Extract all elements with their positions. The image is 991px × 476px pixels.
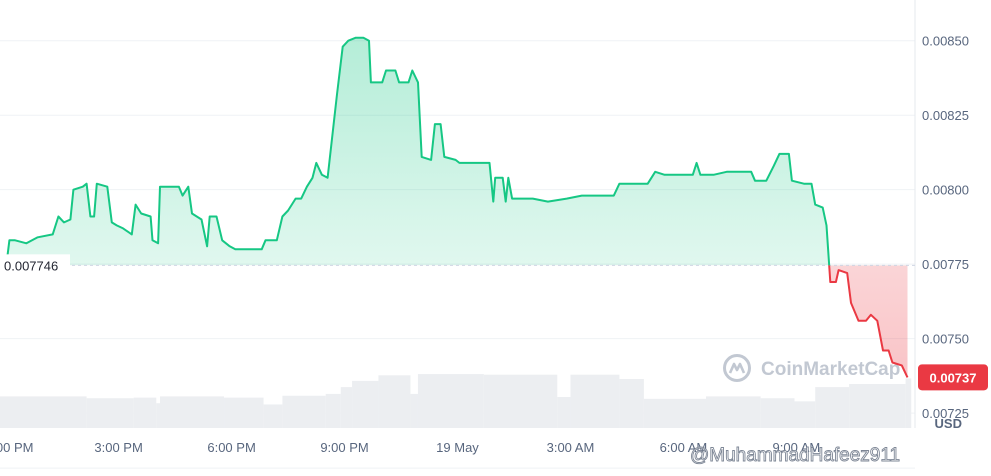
volume-bar bbox=[417, 374, 484, 428]
watermark-credit-text: @MuhammadHafeez911 bbox=[690, 445, 900, 466]
current-price-label: 0.00737 bbox=[930, 370, 977, 385]
volume-bar bbox=[760, 398, 795, 428]
volume-bar bbox=[378, 375, 411, 428]
x-tick-label: 3:00 AM bbox=[547, 440, 595, 455]
volume-bar bbox=[86, 398, 134, 428]
volume-bar bbox=[340, 387, 353, 428]
x-tick-label: 3:00 PM bbox=[94, 440, 142, 455]
watermark-brand-text: CoinMarketCap bbox=[761, 359, 900, 380]
y-axis-ticks: 0.00850 0.00825 0.00800 0.00775 0.00750 0.007… bbox=[922, 34, 969, 421]
y-tick-label: 0.00775 bbox=[922, 257, 969, 272]
reference-price-badge: 0.007746 bbox=[0, 254, 70, 277]
x-axis-ticks: 12:00 PM 3:00 PM 6:00 PM 9:00 PM 19 May 3:00 … bbox=[0, 440, 820, 455]
price-line bbox=[5, 36, 909, 378]
y-tick-label: 0.00800 bbox=[922, 183, 969, 198]
price-area-below-reference bbox=[829, 265, 908, 378]
x-tick-label: 6:00 PM bbox=[207, 440, 255, 455]
volume-bar bbox=[224, 397, 264, 428]
volume-bars bbox=[0, 374, 912, 428]
volume-bar bbox=[643, 398, 707, 428]
y-tick-label: 0.00850 bbox=[922, 34, 969, 49]
volume-bar bbox=[282, 395, 326, 428]
x-tick-label: 6:00 AM bbox=[660, 440, 708, 455]
y-tick-label: 0.00725 bbox=[922, 406, 969, 421]
coinmarketcap-logo-icon bbox=[723, 354, 751, 382]
volume-bar bbox=[619, 379, 644, 428]
volume-bar bbox=[513, 374, 558, 428]
volume-bar bbox=[570, 374, 620, 428]
volume-bar bbox=[815, 387, 850, 428]
x-tick-label: 19 May bbox=[436, 440, 479, 455]
x-tick-label: 9:00 PM bbox=[320, 440, 368, 455]
volume-bar bbox=[706, 396, 761, 428]
price-area-above-reference bbox=[6, 37, 908, 266]
volume-bar bbox=[483, 374, 514, 428]
volume-bar bbox=[352, 380, 379, 428]
volume-bar bbox=[410, 393, 418, 428]
volume-bar bbox=[133, 397, 157, 428]
volume-bar bbox=[557, 397, 571, 428]
reference-price-label: 0.007746 bbox=[4, 258, 58, 273]
volume-bar bbox=[325, 393, 341, 428]
watermark-brand: CoinMarketCap bbox=[723, 354, 900, 382]
current-price-badge: 0.00737 bbox=[918, 364, 988, 391]
volume-bar bbox=[849, 383, 906, 428]
y-tick-label: 0.00750 bbox=[922, 332, 969, 347]
x-tick-label: 12:00 PM bbox=[0, 440, 33, 455]
volume-bar bbox=[794, 401, 816, 428]
volume-bar bbox=[905, 378, 912, 428]
price-line-above-reference bbox=[5, 36, 831, 266]
currency-unit-label: USD bbox=[935, 416, 962, 431]
volume-bar bbox=[0, 396, 87, 428]
volume-bar bbox=[160, 396, 225, 428]
volume-bar bbox=[156, 403, 161, 428]
volume-bar bbox=[263, 404, 283, 428]
x-tick-label: 9:00 AM bbox=[773, 440, 821, 455]
y-tick-label: 0.00825 bbox=[922, 108, 969, 123]
price-area bbox=[6, 37, 908, 378]
